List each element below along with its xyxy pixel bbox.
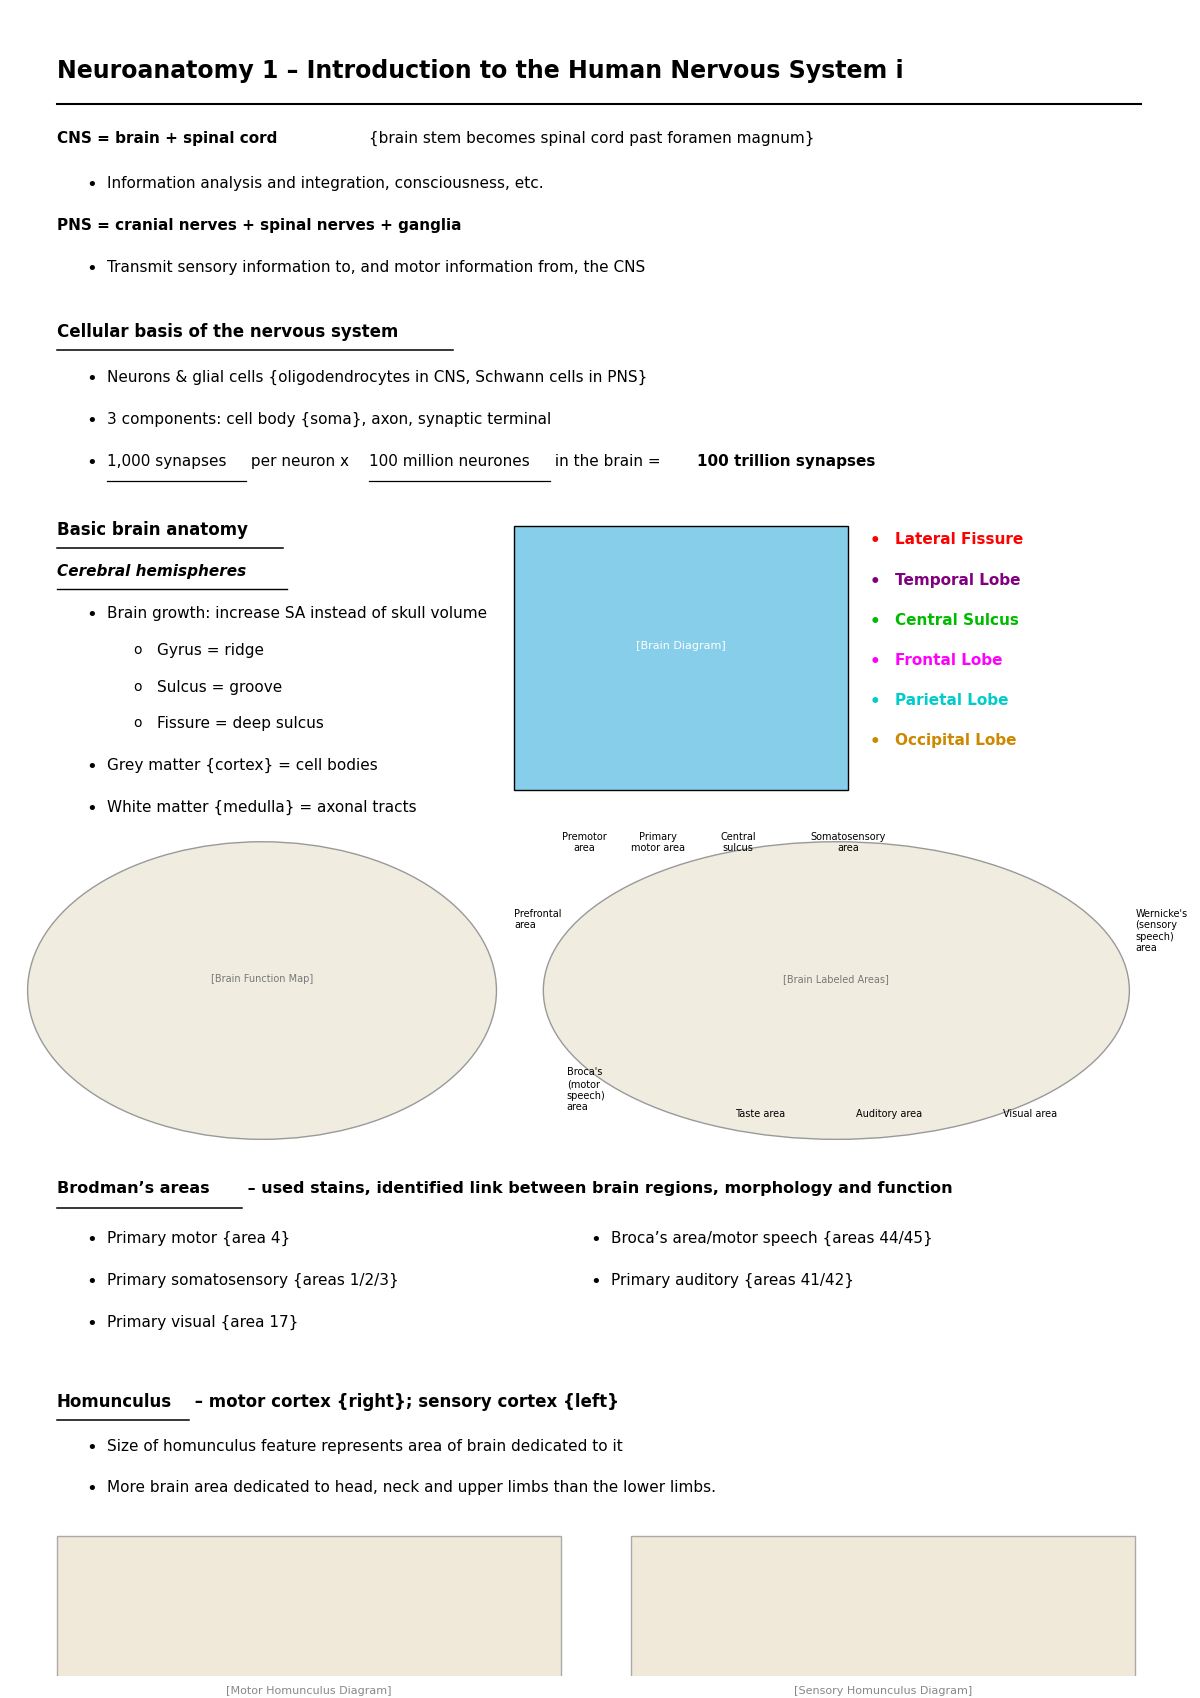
Text: Grey matter {cortex} = cell bodies: Grey matter {cortex} = cell bodies xyxy=(107,759,378,773)
Text: [Brain Function Map]: [Brain Function Map] xyxy=(211,975,313,983)
Text: •: • xyxy=(86,1314,97,1333)
Text: o: o xyxy=(133,717,142,730)
Text: Size of homunculus feature represents area of brain dedicated to it: Size of homunculus feature represents ar… xyxy=(107,1438,623,1453)
Text: Information analysis and integration, consciousness, etc.: Information analysis and integration, co… xyxy=(107,177,544,192)
Text: Gyrus = ridge: Gyrus = ridge xyxy=(156,644,264,657)
Text: •: • xyxy=(86,1231,97,1250)
Text: Somatosensory
area: Somatosensory area xyxy=(810,832,886,854)
Text: •: • xyxy=(869,734,880,751)
Text: •: • xyxy=(86,1438,97,1457)
Text: •: • xyxy=(869,613,880,630)
Text: Basic brain anatomy: Basic brain anatomy xyxy=(56,521,248,538)
Text: [Sensory Homunculus Diagram]: [Sensory Homunculus Diagram] xyxy=(794,1686,972,1696)
Text: Premotor
area: Premotor area xyxy=(562,832,607,854)
Text: in the brain =: in the brain = xyxy=(551,453,666,469)
FancyBboxPatch shape xyxy=(514,526,848,790)
Text: Transmit sensory information to, and motor information from, the CNS: Transmit sensory information to, and mot… xyxy=(107,260,646,275)
Text: 1,000 synapses: 1,000 synapses xyxy=(107,453,227,469)
Text: Sulcus = groove: Sulcus = groove xyxy=(156,679,282,694)
Text: Primary
motor area: Primary motor area xyxy=(631,832,685,854)
Text: PNS = cranial nerves + spinal nerves + ganglia: PNS = cranial nerves + spinal nerves + g… xyxy=(56,217,462,233)
Text: o: o xyxy=(133,644,142,657)
Text: •: • xyxy=(86,1481,97,1498)
Text: Lateral Fissure: Lateral Fissure xyxy=(895,533,1024,547)
Text: •: • xyxy=(869,652,880,671)
Text: 100 trillion synapses: 100 trillion synapses xyxy=(697,453,875,469)
Text: •: • xyxy=(86,370,97,389)
Text: [Brain Diagram]: [Brain Diagram] xyxy=(636,642,726,650)
Text: Parietal Lobe: Parietal Lobe xyxy=(895,693,1008,708)
FancyBboxPatch shape xyxy=(56,1535,560,1698)
Text: •: • xyxy=(86,1274,97,1290)
Text: [Brain Labeled Areas]: [Brain Labeled Areas] xyxy=(784,975,889,983)
Text: {brain stem becomes spinal cord past foramen magnum}: {brain stem becomes spinal cord past for… xyxy=(364,131,815,146)
Text: Auditory area: Auditory area xyxy=(856,1109,922,1119)
Text: •: • xyxy=(869,693,880,711)
Text: Central Sulcus: Central Sulcus xyxy=(895,613,1019,628)
Text: •: • xyxy=(86,413,97,430)
Text: Cerebral hemispheres: Cerebral hemispheres xyxy=(56,564,246,579)
Text: Primary auditory {areas 41/42}: Primary auditory {areas 41/42} xyxy=(611,1274,854,1289)
Text: Neuroanatomy 1 – Introduction to the Human Nervous System i: Neuroanatomy 1 – Introduction to the Hum… xyxy=(56,59,904,83)
Text: o: o xyxy=(133,679,142,693)
Text: •: • xyxy=(86,800,97,818)
Text: Wernicke's
(sensory
speech)
area: Wernicke's (sensory speech) area xyxy=(1135,908,1187,953)
Text: 3 components: cell body {soma}, axon, synaptic terminal: 3 components: cell body {soma}, axon, sy… xyxy=(107,413,552,428)
Text: 100 million neurones: 100 million neurones xyxy=(368,453,529,469)
Text: White matter {medulla} = axonal tracts: White matter {medulla} = axonal tracts xyxy=(107,800,416,815)
Text: Brodman’s areas: Brodman’s areas xyxy=(56,1182,210,1195)
Text: per neuron x: per neuron x xyxy=(246,453,354,469)
Text: Occipital Lobe: Occipital Lobe xyxy=(895,734,1016,749)
Text: More brain area dedicated to head, neck and upper limbs than the lower limbs.: More brain area dedicated to head, neck … xyxy=(107,1481,716,1496)
Text: CNS = brain + spinal cord: CNS = brain + spinal cord xyxy=(56,131,277,146)
Text: Neurons & glial cells {oligodendrocytes in CNS, Schwann cells in PNS}: Neurons & glial cells {oligodendrocytes … xyxy=(107,370,648,385)
Text: Homunculus: Homunculus xyxy=(56,1394,172,1411)
Text: •: • xyxy=(86,453,97,472)
Text: •: • xyxy=(86,606,97,625)
Ellipse shape xyxy=(28,842,497,1139)
Text: •: • xyxy=(869,572,880,591)
Text: Brain growth: increase SA instead of skull volume: Brain growth: increase SA instead of sku… xyxy=(107,606,487,621)
Text: •: • xyxy=(590,1274,601,1290)
Text: – used stains, identified link between brain regions, morphology and function: – used stains, identified link between b… xyxy=(242,1182,953,1195)
Text: Primary visual {area 17}: Primary visual {area 17} xyxy=(107,1314,299,1330)
Text: Primary somatosensory {areas 1/2/3}: Primary somatosensory {areas 1/2/3} xyxy=(107,1274,400,1289)
Ellipse shape xyxy=(544,842,1129,1139)
Text: •: • xyxy=(590,1231,601,1250)
FancyBboxPatch shape xyxy=(631,1535,1135,1698)
Text: Visual area: Visual area xyxy=(1003,1109,1057,1119)
Text: •: • xyxy=(86,260,97,278)
Text: Primary motor {area 4}: Primary motor {area 4} xyxy=(107,1231,290,1246)
Text: •: • xyxy=(86,759,97,776)
Text: Taste area: Taste area xyxy=(736,1109,785,1119)
Text: Broca's
(motor
speech)
area: Broca's (motor speech) area xyxy=(566,1068,606,1112)
Text: •: • xyxy=(86,177,97,194)
Text: •: • xyxy=(869,533,880,550)
Text: Cellular basis of the nervous system: Cellular basis of the nervous system xyxy=(56,324,398,341)
Text: Central
sulcus: Central sulcus xyxy=(720,832,756,854)
Text: Frontal Lobe: Frontal Lobe xyxy=(895,652,1002,667)
Text: Prefrontal
area: Prefrontal area xyxy=(514,908,562,931)
Text: – motor cortex {right}; sensory cortex {left}: – motor cortex {right}; sensory cortex {… xyxy=(190,1394,619,1411)
Text: Fissure = deep sulcus: Fissure = deep sulcus xyxy=(156,717,324,732)
Text: Broca’s area/motor speech {areas 44/45}: Broca’s area/motor speech {areas 44/45} xyxy=(611,1231,934,1246)
Text: Temporal Lobe: Temporal Lobe xyxy=(895,572,1020,588)
Text: [Motor Homunculus Diagram]: [Motor Homunculus Diagram] xyxy=(226,1686,391,1696)
